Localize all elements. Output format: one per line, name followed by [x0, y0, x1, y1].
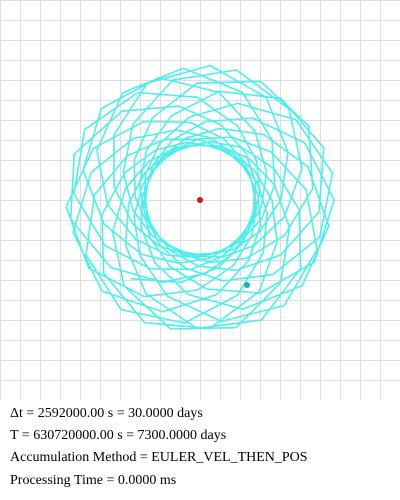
processing-time-readout: Processing Time = 0.0000 ms: [10, 473, 177, 488]
accumulation-method-readout: Accumulation Method = EULER_VEL_THEN_POS: [10, 450, 308, 465]
central-body-icon: [197, 197, 203, 203]
orbiting-body-icon: [244, 282, 250, 288]
time-step-readout: Δt = 2592000.00 s = 30.0000 days: [10, 406, 203, 421]
total-time-readout: T = 630720000.00 s = 7300.0000 days: [10, 428, 227, 443]
simulation-canvas: [0, 0, 400, 400]
info-panel: Δt = 2592000.00 s = 30.0000 days T = 630…: [0, 400, 400, 500]
orbit-trail: [65, 64, 336, 330]
